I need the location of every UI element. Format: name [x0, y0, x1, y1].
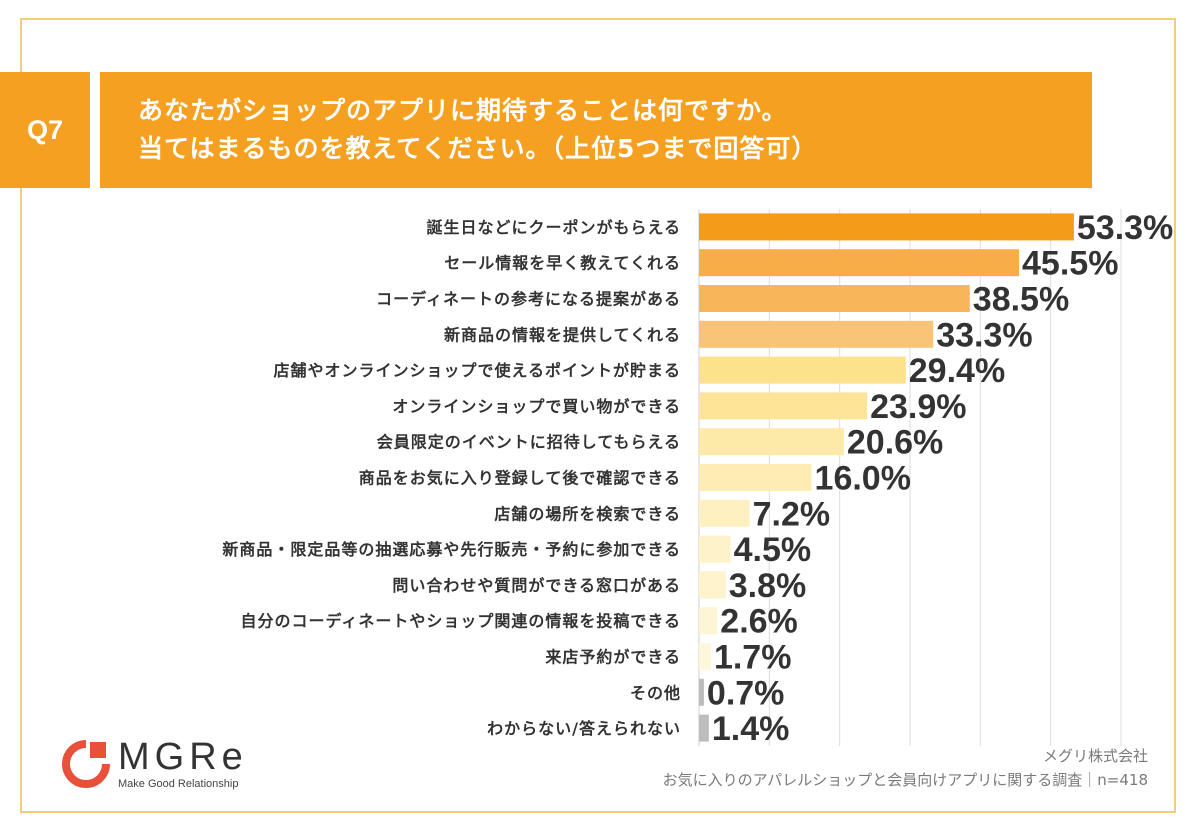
bar-1: [699, 249, 1020, 277]
value-label-9: 4.5%: [734, 531, 812, 569]
category-label-11: 自分のコーディネートやショップ関連の情報を投稿できる: [240, 612, 681, 631]
bar-10: [699, 571, 726, 599]
category-label-13: その他: [630, 683, 681, 702]
category-label-6: 会員限定のイベントに招待してもらえる: [377, 433, 681, 452]
value-label-2: 38.5%: [973, 281, 1069, 319]
source-note: メグリ株式会社 お気に入りのアパレルショップと会員向けアプリに関する調査｜n=4…: [663, 744, 1148, 792]
category-label-3: 新商品の情報を提供してくれる: [444, 325, 681, 344]
category-label-7: 商品をお気に入り登録して後で確認できる: [359, 469, 681, 488]
mgre-logo-icon: [62, 740, 110, 788]
bar-9: [699, 535, 731, 563]
category-label-2: コーディネートの参考になる提案がある: [376, 290, 681, 309]
category-label-8: 店舗の場所を検索できる: [494, 504, 681, 523]
value-label-5: 23.9%: [870, 388, 966, 426]
bar-7: [699, 464, 812, 491]
question-banner: あなたがショップのアプリに期待することは何ですか。 当てはまるものを教えてくださ…: [100, 72, 1092, 188]
question-line-2: 当てはまるものを教えてください。（上位5つまで回答可）: [138, 134, 818, 163]
logo-wordmark: MGRe: [118, 736, 248, 778]
value-label-12: 1.7%: [714, 639, 792, 677]
value-label-10: 3.8%: [729, 567, 807, 605]
value-label-1: 45.5%: [1022, 245, 1118, 283]
mgre-logo: MGRe Make Good Relationship: [60, 736, 260, 794]
question-line-1: あなたがショップのアプリに期待することは何ですか。: [138, 96, 788, 125]
bar-4: [699, 356, 906, 384]
category-label-0: 誕生日などにクーポンがもらえる: [426, 218, 681, 237]
bar-6: [699, 428, 844, 456]
value-label-3: 33.3%: [936, 316, 1032, 354]
bar-13: [699, 678, 704, 706]
category-label-1: セール情報を早く教えてくれる: [444, 254, 681, 273]
value-label-14: 1.4%: [712, 710, 790, 748]
category-label-12: 来店予約ができる: [544, 648, 681, 667]
question-number: Q7: [0, 72, 90, 188]
category-label-5: オンラインショップで買い物ができる: [392, 397, 681, 416]
value-label-7: 16.0%: [815, 460, 911, 498]
value-label-13: 0.7%: [707, 674, 785, 712]
bar-0: [699, 213, 1074, 241]
category-label-14: わからない/答えられない: [487, 719, 681, 738]
value-label-0: 53.3%: [1077, 209, 1173, 247]
bar-5: [699, 392, 868, 420]
value-label-4: 29.4%: [909, 352, 1005, 390]
source-survey: お気に入りのアパレルショップと会員向けアプリに関する調査｜n=418: [662, 771, 1148, 789]
value-label-11: 2.6%: [720, 603, 798, 641]
source-company: メグリ株式会社: [1042, 747, 1148, 765]
category-label-9: 新商品・限定品等の抽選応募や先行販売・予約に参加できる: [222, 540, 681, 559]
bar-14: [699, 714, 709, 742]
outer-frame: [20, 18, 1176, 813]
value-label-6: 20.6%: [847, 424, 943, 462]
logo-tagline: Make Good Relationship: [118, 778, 239, 790]
bar-12: [699, 643, 711, 670]
category-label-4: 店舗やオンラインショップで使えるポイントが貯まる: [273, 361, 681, 380]
bar-3: [699, 320, 934, 348]
category-label-10: 問い合わせや質問ができる窓口がある: [392, 576, 681, 595]
value-label-8: 7.2%: [753, 495, 831, 533]
bar-2: [699, 285, 970, 312]
bar-11: [699, 607, 718, 635]
bar-8: [699, 499, 750, 527]
